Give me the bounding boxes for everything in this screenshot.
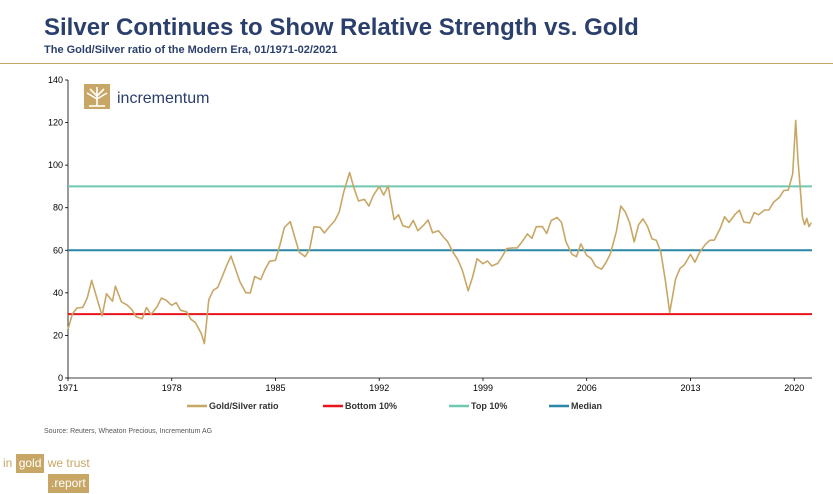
brand-word-report: .report <box>48 474 89 493</box>
logo-text: incrementum <box>117 90 209 107</box>
x-tick-label: 1985 <box>265 383 285 393</box>
x-tick-label: 2020 <box>784 383 804 393</box>
ingoldwetrust-brand: in gold we trust .report <box>3 454 90 493</box>
incrementum-logo: incrementum <box>84 84 209 109</box>
legend-label: Gold/Silver ratio <box>209 401 279 411</box>
legend-top-10: Top 10% <box>449 401 507 411</box>
gold-silver-ratio-chart: 0 20 40 60 80 100 120 140 1971 1978 1985 1992 1999 2… <box>48 75 812 411</box>
x-tick-label: 2013 <box>680 383 700 393</box>
y-tick-label: 120 <box>48 118 63 128</box>
brand-word-we-trust: we trust <box>47 456 90 470</box>
source-note: Source: Reuters, Wheaton Precious, Incre… <box>44 428 213 435</box>
legend-label: Bottom 10% <box>345 401 397 411</box>
legend-median: Median <box>549 401 602 411</box>
legend-bottom-10: Bottom 10% <box>323 401 397 411</box>
x-tick-label: 1978 <box>162 383 182 393</box>
tree-icon <box>84 84 110 109</box>
y-tick-label: 20 <box>53 330 63 340</box>
legend-label: Median <box>571 401 602 411</box>
gold-silver-ratio-line <box>67 119 812 345</box>
y-tick-label: 40 <box>53 288 63 298</box>
legend-gold-silver-ratio: Gold/Silver ratio <box>187 401 279 411</box>
page-title: Silver Continues to Show Relative Streng… <box>44 14 639 41</box>
y-tick-label: 80 <box>53 203 63 213</box>
page-subtitle: The Gold/Silver ratio of the Modern Era,… <box>44 44 338 56</box>
y-tick-label: 140 <box>48 75 63 85</box>
x-tick-label: 2006 <box>577 383 597 393</box>
brand-word-in: in <box>3 456 13 470</box>
x-tick-label: 1999 <box>473 383 493 393</box>
brand-word-gold: gold <box>15 454 45 473</box>
legend-label: Top 10% <box>471 401 507 411</box>
x-tick-label: 1992 <box>369 383 389 393</box>
y-tick-label: 0 <box>58 373 63 383</box>
x-tick-label: 1971 <box>58 383 78 393</box>
y-tick-label: 100 <box>48 160 63 170</box>
header-divider <box>0 63 833 64</box>
y-tick-label: 60 <box>53 245 63 255</box>
